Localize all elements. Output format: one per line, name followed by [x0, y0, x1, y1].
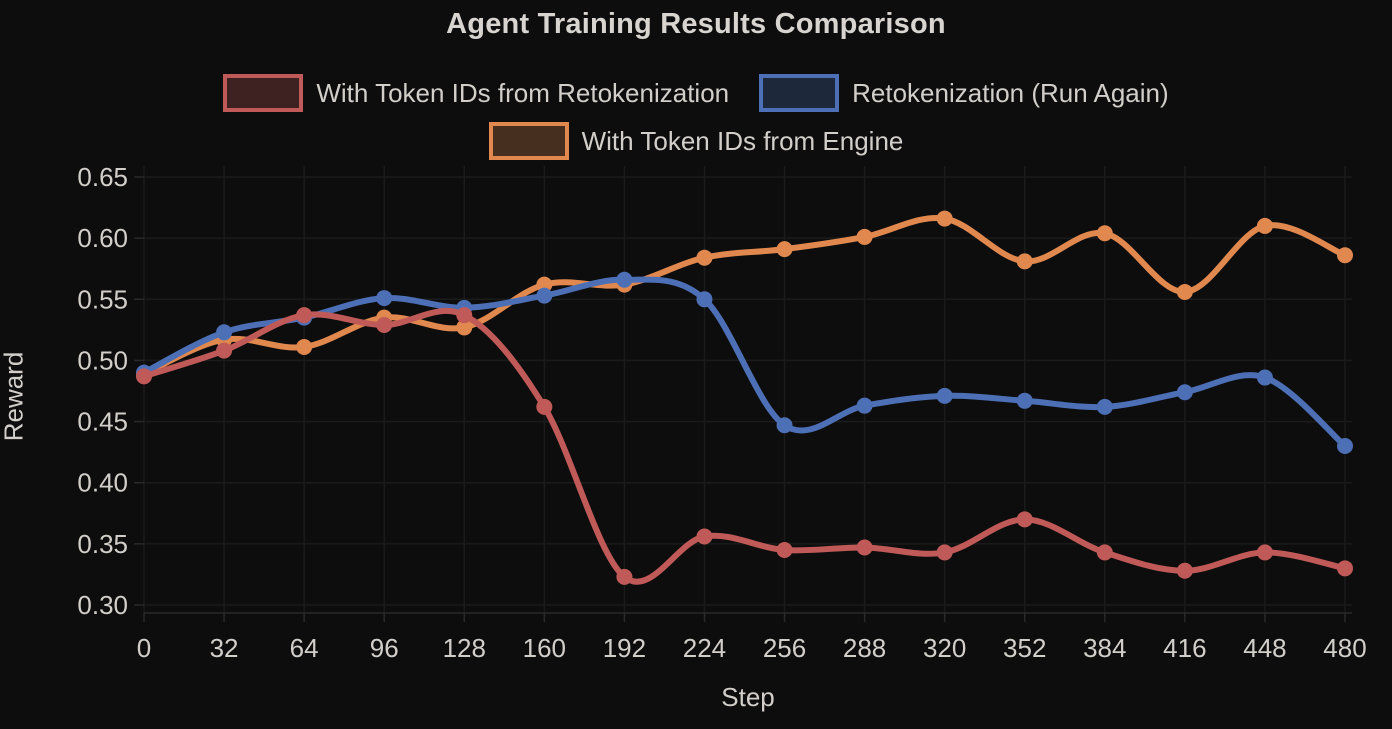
legend-row-1: With Token IDs from Retokenization Retok… — [223, 74, 1169, 112]
series-line — [141, 307, 1348, 585]
data-point[interactable] — [936, 210, 953, 227]
data-point[interactable] — [1096, 225, 1113, 242]
chart-legend: With Token IDs from Retokenization Retok… — [0, 74, 1392, 160]
data-point[interactable] — [536, 398, 553, 415]
data-point[interactable] — [1337, 438, 1353, 455]
data-point[interactable] — [376, 316, 393, 333]
data-point[interactable] — [696, 528, 713, 545]
data-point[interactable] — [1016, 511, 1033, 528]
data-point[interactable] — [536, 287, 553, 304]
data-point[interactable] — [456, 307, 473, 324]
legend-label: Retokenization (Run Again) — [852, 77, 1169, 108]
y-tick-label: 0.65 — [77, 162, 128, 192]
data-point[interactable] — [1096, 398, 1113, 415]
data-point[interactable] — [1016, 253, 1033, 270]
x-tick-label: 416 — [1163, 633, 1206, 663]
y-tick-label: 0.30 — [77, 590, 128, 620]
x-tick-label: 160 — [523, 633, 566, 663]
x-tick-label: 224 — [683, 633, 726, 663]
data-point[interactable] — [616, 271, 633, 288]
y-tick-label: 0.35 — [77, 529, 128, 559]
data-point[interactable] — [1256, 217, 1273, 234]
data-point[interactable] — [856, 539, 873, 556]
data-point[interactable] — [536, 276, 553, 293]
legend-swatch-icon — [759, 74, 840, 112]
legend-swatch-icon — [223, 74, 304, 112]
chart-title: Agent Training Results Comparison — [446, 8, 946, 40]
x-tick-label: 96 — [370, 633, 399, 663]
data-point[interactable] — [776, 417, 793, 434]
data-point[interactable] — [696, 291, 713, 308]
legend-item-retokenization-run-again[interactable]: Retokenization (Run Again) — [759, 74, 1169, 112]
data-point[interactable] — [696, 249, 713, 266]
y-tick-label: 0.60 — [77, 223, 128, 253]
data-point[interactable] — [1176, 283, 1193, 300]
data-point[interactable] — [776, 541, 793, 558]
data-point[interactable] — [1176, 384, 1193, 401]
x-tick-label: 480 — [1323, 633, 1366, 663]
x-tick-label: 448 — [1243, 633, 1286, 663]
y-tick-label: 0.55 — [77, 284, 128, 314]
series-line — [141, 276, 1348, 449]
x-tick-label: 32 — [210, 633, 239, 663]
data-point[interactable] — [616, 568, 633, 585]
data-point[interactable] — [936, 544, 953, 561]
data-point[interactable] — [1016, 392, 1033, 409]
data-point[interactable] — [216, 342, 233, 359]
data-point[interactable] — [376, 290, 393, 307]
legend-item-token-ids-retokenization[interactable]: With Token IDs from Retokenization — [223, 74, 729, 112]
legend-row-2: With Token IDs from Engine — [488, 122, 904, 160]
data-point[interactable] — [1096, 544, 1113, 561]
x-tick-label: 384 — [1083, 633, 1126, 663]
series-line — [141, 214, 1348, 377]
y-tick-label: 0.40 — [77, 468, 128, 498]
legend-swatch-icon — [488, 122, 569, 160]
legend-label: With Token IDs from Engine — [581, 125, 904, 156]
x-tick-label: 192 — [603, 633, 646, 663]
x-tick-label: 64 — [290, 633, 319, 663]
legend-label: With Token IDs from Retokenization — [316, 77, 730, 108]
x-axis-title: Step — [721, 682, 775, 712]
data-point[interactable] — [1337, 560, 1353, 577]
data-point[interactable] — [1176, 562, 1193, 579]
data-point[interactable] — [776, 241, 793, 258]
x-tick-label: 352 — [1003, 633, 1046, 663]
x-tick-label: 256 — [763, 633, 806, 663]
data-point[interactable] — [1337, 247, 1353, 264]
data-point[interactable] — [1256, 544, 1273, 561]
data-point[interactable] — [216, 324, 233, 341]
data-point[interactable] — [136, 368, 152, 385]
data-point[interactable] — [936, 387, 953, 404]
x-tick-label: 320 — [923, 633, 966, 663]
y-tick-label: 0.45 — [77, 407, 128, 437]
data-point[interactable] — [856, 397, 873, 414]
y-tick-label: 0.50 — [77, 345, 128, 375]
data-point[interactable] — [296, 307, 313, 324]
x-tick-label: 288 — [843, 633, 886, 663]
x-tick-label: 128 — [443, 633, 486, 663]
legend-item-token-ids-engine[interactable]: With Token IDs from Engine — [488, 122, 904, 160]
data-point[interactable] — [456, 319, 473, 336]
data-point[interactable] — [296, 338, 313, 355]
data-point[interactable] — [1256, 369, 1273, 386]
data-point[interactable] — [856, 228, 873, 245]
x-tick-label: 0 — [137, 633, 151, 663]
